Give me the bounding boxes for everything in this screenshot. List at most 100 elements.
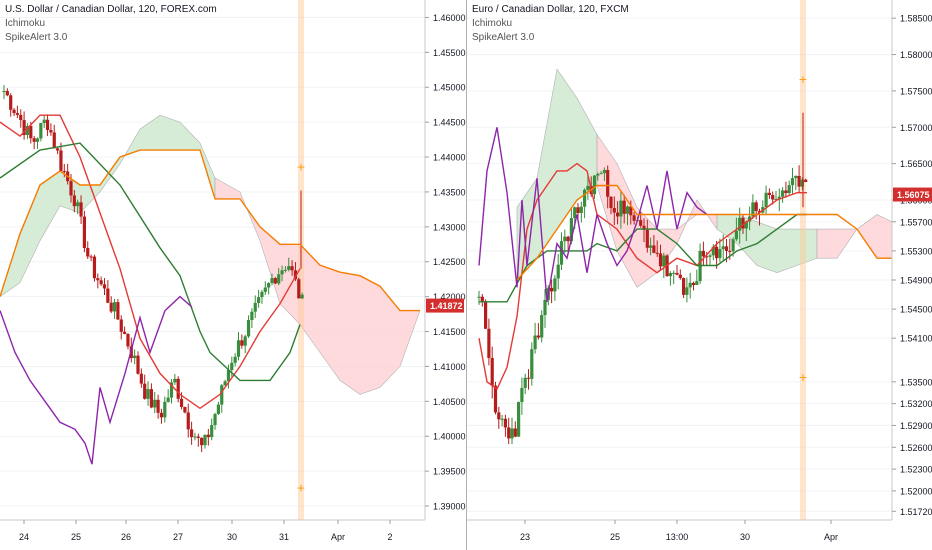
spike-highlight-band [800, 0, 806, 520]
time-tick-label: 26 [121, 532, 131, 542]
chart-pane-left[interactable]: U.S. Dollar / Canadian Dollar, 120, FORE… [0, 0, 466, 550]
chart-pane-right[interactable]: Euro / Canadian Dollar, 120, FXCM Ichimo… [466, 0, 932, 550]
candle-body [731, 239, 735, 252]
candle-body [797, 175, 801, 187]
candle-body [721, 246, 725, 250]
candle-body [257, 297, 261, 303]
price-tick-label: 1.42000 [433, 292, 466, 302]
candle-body [804, 179, 808, 182]
candle-body [612, 207, 616, 213]
tenkan-sen-line [0, 114, 301, 410]
candle-body [62, 171, 66, 173]
price-tick-label: 1.46000 [433, 13, 466, 23]
candle-body [25, 125, 30, 136]
candle-body [596, 174, 600, 176]
price-tick-label: 1.44000 [433, 153, 466, 163]
candle-body [106, 288, 110, 303]
price-tick-label: 1.58000 [900, 50, 932, 60]
last-price-tag [893, 187, 932, 202]
candle-body [102, 284, 107, 289]
candle-body [119, 319, 123, 332]
candle-body [213, 414, 217, 426]
candle-body [139, 373, 143, 384]
candle-body [503, 418, 507, 428]
symbol-title[interactable]: U.S. Dollar / Canadian Dollar, 120, FORE… [5, 4, 217, 15]
candle-body [734, 230, 738, 240]
candle-body [297, 279, 301, 299]
indicator-ichimoku[interactable]: Ichimoku [5, 18, 46, 29]
candle-body [230, 362, 234, 370]
candle-body [790, 178, 795, 186]
candle-body [569, 218, 573, 242]
candle-body [764, 192, 768, 208]
price-tick-label: 1.45000 [433, 83, 466, 93]
candle-body [701, 250, 705, 257]
price-chart-right[interactable]: + +1.58500 1.58000 1.57500 1.57000 1.56500 1.5… [467, 0, 932, 550]
spike-marker: + [296, 482, 305, 495]
candle-body [728, 250, 732, 252]
price-tick-label: 1.43000 [433, 222, 466, 232]
candle-body [82, 216, 86, 248]
time-tick-label: 25 [71, 532, 81, 542]
candle-body [784, 190, 788, 194]
candle-body [22, 120, 26, 136]
ichimoku-cloud [214, 177, 421, 395]
candle-body [236, 340, 241, 357]
candle-body [550, 287, 554, 292]
candle-body [69, 181, 73, 196]
candle-body [619, 200, 623, 217]
spike-marker: + [798, 73, 807, 86]
candle-body [273, 278, 277, 284]
candle-body [738, 217, 742, 231]
candle-body [59, 150, 63, 172]
time-tick-label: Apr [331, 532, 345, 542]
candle-body [99, 280, 103, 285]
price-tick-label: 1.40000 [433, 432, 466, 442]
symbol-title[interactable]: Euro / Canadian Dollar, 120, FXCM [472, 4, 629, 15]
time-tick-label: 31 [279, 532, 289, 542]
indicator-spikealert[interactable]: SpikeAlert 3.0 [5, 32, 68, 43]
candle-body [724, 246, 729, 251]
candle-body [96, 278, 100, 281]
candle-body [490, 357, 494, 386]
price-chart-left[interactable]: + +1.46000 1.45500 1.45000 1.44500 1.44000 1.4… [0, 0, 466, 550]
chikou-span-line [0, 295, 193, 465]
price-tick-label: 1.58500 [900, 14, 932, 24]
indicator-ichimoku[interactable]: Ichimoku [472, 18, 513, 29]
candle-body [559, 241, 564, 265]
candle-body [9, 95, 13, 110]
candle-body [477, 296, 481, 298]
candle-body [250, 311, 254, 321]
price-tick-label: 1.54500 [900, 305, 932, 315]
chikou-span-line [478, 127, 708, 302]
candle-body [146, 389, 150, 399]
price-tick-label: 1.56500 [900, 159, 932, 169]
candle-body [645, 229, 649, 248]
candle-body [203, 434, 207, 446]
candle-body [718, 249, 722, 259]
candle-body [523, 377, 527, 388]
candle-body [149, 389, 153, 408]
candle-body [625, 206, 630, 214]
candle-body [751, 202, 755, 217]
price-tick-label: 1.53500 [900, 377, 932, 387]
candle-body [685, 287, 689, 295]
price-tick-label: 1.54100 [900, 334, 932, 344]
candle-body [240, 340, 244, 346]
price-tick-label: 1.42500 [433, 257, 466, 267]
ichimoku-cloud [816, 214, 893, 259]
candle-body [754, 202, 758, 211]
candle-body [72, 195, 76, 207]
candle-body [592, 175, 597, 195]
candle-body [92, 256, 97, 279]
last-price-label: 1.56075 [897, 190, 930, 200]
candle-body [632, 215, 636, 221]
candle-body [715, 246, 719, 259]
indicator-spikealert[interactable]: SpikeAlert 3.0 [472, 32, 535, 43]
candle-body [757, 210, 762, 213]
candle-body [35, 138, 40, 142]
time-tick-label: 24 [19, 532, 29, 542]
candle-body [662, 255, 666, 267]
time-tick-label: 27 [173, 532, 183, 542]
candle-body [112, 302, 117, 312]
